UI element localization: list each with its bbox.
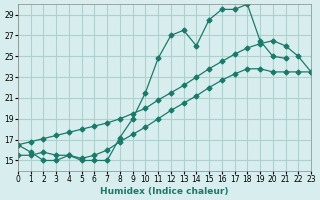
X-axis label: Humidex (Indice chaleur): Humidex (Indice chaleur): [100, 187, 229, 196]
